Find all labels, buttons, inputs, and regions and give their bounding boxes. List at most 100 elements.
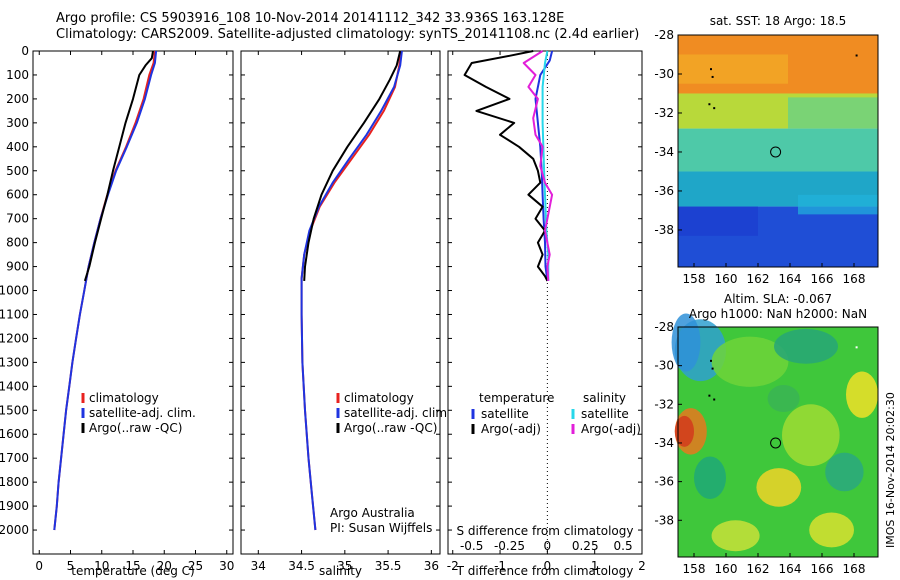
- lon-tick-label: 164: [779, 272, 802, 286]
- depth-tick-label: 0: [21, 44, 29, 58]
- temperature-legend-label: Argo(..raw -QC): [89, 421, 182, 435]
- depth-tick-label: 100: [6, 68, 29, 82]
- sla-anomaly: [774, 328, 838, 364]
- sla-anomaly: [671, 313, 701, 372]
- salinity-legend-label: satellite-adj. clim.: [344, 406, 451, 420]
- differences-series-argo-adj-: [463, 50, 549, 282]
- profile-title: Argo profile: CS 5903916_108 10-Nov-2014…: [56, 11, 565, 26]
- lon-tick-label: 160: [715, 562, 738, 576]
- lat-tick-label: -36: [654, 184, 674, 198]
- temperature-plot-frame: [32, 50, 234, 555]
- depth-tick-label: 1500: [0, 403, 29, 417]
- island-marker: [713, 398, 716, 401]
- differences-series-argo-adj-: [522, 50, 554, 281]
- island-marker: [855, 346, 858, 349]
- depth-tick-label: 1000: [0, 284, 29, 298]
- salinity-series-argo-raw-qc-: [303, 50, 402, 281]
- lon-tick-label: 158: [683, 272, 706, 286]
- lon-tick-label: 160: [715, 272, 738, 286]
- temperature-xtick-label: 10: [94, 559, 109, 573]
- island-marker: [713, 107, 716, 110]
- sla-subtitle: Argo h1000: NaN h2000: NaN: [689, 307, 867, 321]
- credit-line-2: PI: Susan Wijffels: [330, 521, 432, 535]
- sdiff-axis-label: S difference from climatology: [457, 524, 634, 538]
- imos-watermark: IMOS 16-Nov-2014 20:02:30: [884, 392, 897, 548]
- salinity-axis-label: salinity: [319, 564, 362, 578]
- salinity-xtick-label: 36: [424, 559, 439, 573]
- tdiff-tick-label: -2: [447, 559, 459, 573]
- lat-tick-label: -38: [654, 513, 674, 527]
- island-marker: [710, 68, 712, 71]
- depth-tick-label: 1400: [0, 379, 29, 393]
- lat-tick-label: -28: [654, 320, 674, 334]
- temperature-series-argo-raw-qc-: [83, 50, 154, 282]
- sst-patch: [798, 194, 878, 215]
- sla-map-field: [671, 313, 878, 557]
- depth-tick-label: 900: [6, 260, 29, 274]
- sla-anomaly: [711, 336, 789, 387]
- diff-legend-label: satellite: [481, 407, 529, 421]
- depth-tick-label: 200: [6, 92, 29, 106]
- sla-anomaly: [825, 452, 864, 492]
- sst-map-field: [678, 35, 878, 267]
- sdiff-legend-header: salinity: [583, 391, 626, 405]
- depth-tick-label: 1900: [0, 499, 29, 513]
- sdiff-tick-label: 0: [544, 539, 552, 553]
- sdiff-tick-label: 0.25: [572, 539, 599, 553]
- lon-tick-label: 168: [843, 272, 866, 286]
- temperature-xtick-label: 25: [188, 559, 203, 573]
- lon-tick-label: 168: [843, 562, 866, 576]
- sdiff-tick-label: 0.5: [614, 539, 633, 553]
- lon-tick-label: 166: [811, 272, 834, 286]
- lat-tick-label: -32: [654, 106, 674, 120]
- temperature-xtick-label: 0: [35, 559, 43, 573]
- island-marker: [855, 54, 858, 57]
- island-marker: [708, 394, 711, 397]
- depth-tick-label: 1700: [0, 451, 29, 465]
- tdiff-tick-label: 2: [638, 559, 646, 573]
- depth-tick-label: 300: [6, 116, 29, 130]
- depth-tick-label: 1800: [0, 475, 29, 489]
- sst-patch: [788, 97, 878, 129]
- island-marker: [711, 75, 714, 78]
- sst-patch: [678, 206, 758, 236]
- salinity-xtick-label: 35: [337, 559, 352, 573]
- profile-location-marker: [770, 146, 782, 158]
- depth-tick-label: 2000: [0, 523, 29, 537]
- lat-tick-label: -28: [654, 28, 674, 42]
- depth-tick-label: 500: [6, 164, 29, 178]
- lat-tick-label: -32: [654, 397, 674, 411]
- depth-tick-label: 1300: [0, 355, 29, 369]
- salinity-legend-label: climatology: [344, 391, 414, 405]
- sst-map-frame: [677, 34, 879, 268]
- salinity-series-satellite-adj-clim-: [300, 50, 403, 531]
- sla-anomaly: [846, 371, 878, 418]
- sla-anomaly: [767, 384, 800, 413]
- tdiff-tick-label: 1: [591, 559, 599, 573]
- temperature-legend-label: satellite-adj. clim.: [89, 406, 196, 420]
- temperature-xtick-label: 15: [125, 559, 140, 573]
- lat-tick-label: -36: [654, 475, 674, 489]
- lon-tick-label: 164: [779, 562, 802, 576]
- temperature-axis-label: temperature (deg C): [71, 564, 194, 578]
- sla-anomaly: [782, 404, 840, 467]
- salinity-plot-frame: [240, 50, 441, 555]
- profile-location-marker: [770, 437, 782, 449]
- temperature-legend-label: climatology: [89, 391, 159, 405]
- credit-line-1: Argo Australia: [330, 506, 415, 520]
- diff-legend-label: Argo(-adj): [581, 422, 641, 436]
- sla-anomaly: [756, 468, 802, 507]
- sla-anomaly: [711, 520, 760, 552]
- tdiff-tick-label: 0: [544, 559, 552, 573]
- sla-anomaly: [809, 512, 854, 548]
- lon-tick-label: 162: [747, 562, 770, 576]
- lat-tick-label: -30: [654, 359, 674, 373]
- diff-legend-label: satellite: [581, 407, 629, 421]
- salinity-xtick-label: 35.5: [375, 559, 402, 573]
- lat-tick-label: -38: [654, 223, 674, 237]
- tdiff-legend-header: temperature: [479, 391, 554, 405]
- depth-tick-label: 600: [6, 188, 29, 202]
- differences-plot-frame: [447, 50, 643, 555]
